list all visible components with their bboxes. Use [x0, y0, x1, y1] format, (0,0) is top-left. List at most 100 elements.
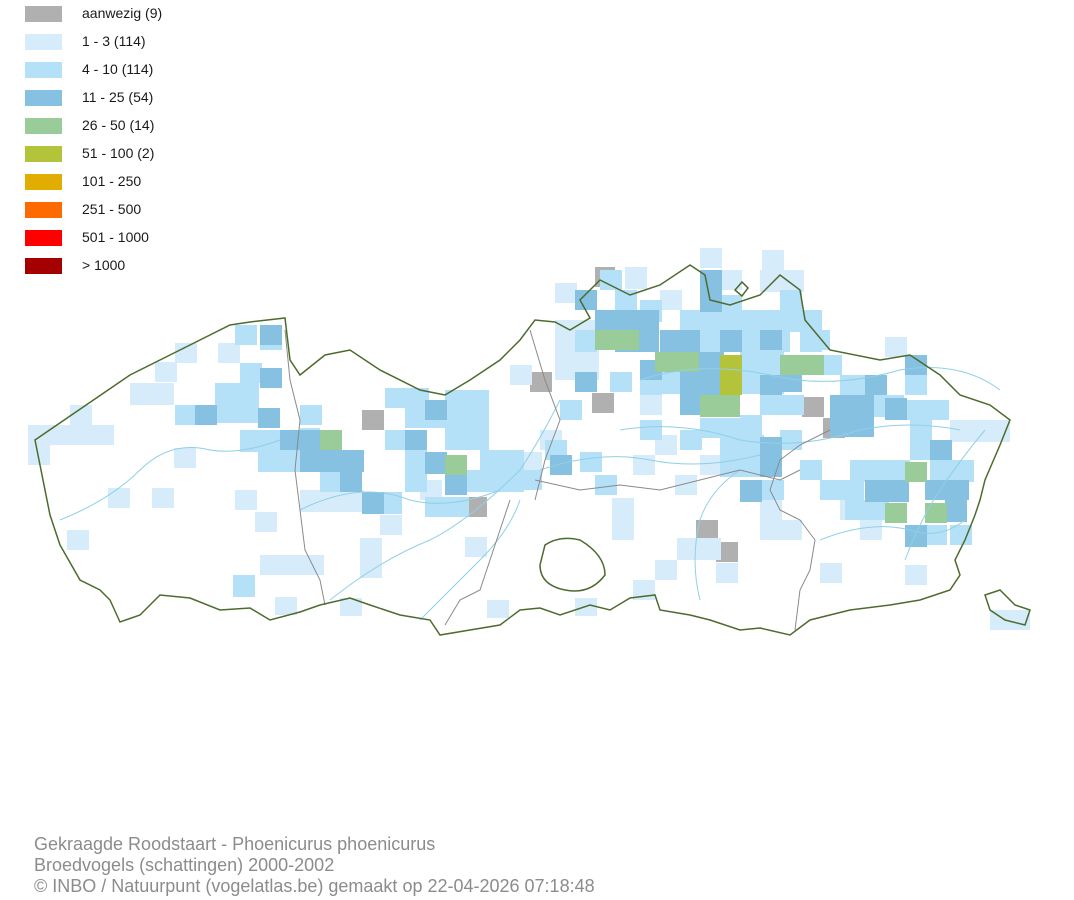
grid-cell	[640, 420, 662, 440]
grid-cell	[510, 365, 532, 385]
grid-cell	[865, 480, 909, 502]
river-dijle	[694, 469, 741, 601]
river-maas	[904, 429, 986, 561]
grid-cell	[530, 372, 552, 392]
grid-cell	[655, 352, 699, 372]
grid-cell	[760, 375, 782, 395]
grid-cell	[780, 290, 802, 332]
legend-swatch	[25, 34, 62, 50]
grid-cell	[600, 270, 622, 290]
grid-cell	[235, 325, 257, 345]
grid-cell	[275, 597, 297, 615]
grid-cell	[152, 488, 174, 508]
legend-label: 4 - 10 (114)	[82, 61, 154, 77]
grid-cell	[696, 520, 718, 540]
grid-cell	[445, 455, 467, 475]
flanders-outline	[34, 264, 1011, 636]
grid-cell	[850, 460, 910, 482]
grid-cell	[592, 393, 614, 413]
grid-cell	[885, 503, 907, 523]
grid-cell	[716, 563, 738, 583]
grid-cell	[660, 290, 682, 310]
grid-cell	[860, 520, 882, 540]
grid-cell	[70, 425, 114, 445]
river-rupel	[539, 454, 761, 471]
grid-cell	[425, 452, 447, 474]
grid-cell	[905, 525, 927, 547]
grid-cell	[70, 405, 92, 425]
grid-cell	[780, 520, 802, 540]
grid-cell	[925, 503, 947, 523]
grid-cell	[174, 448, 196, 468]
grid-cell	[760, 437, 782, 477]
grid-cell	[260, 325, 282, 345]
border-vlb-lim	[794, 539, 816, 631]
legend-label: 251 - 500	[82, 201, 142, 217]
grid-cell	[716, 542, 738, 562]
grid-cell	[700, 270, 722, 312]
grid-cell	[905, 565, 927, 585]
grid-cell	[300, 490, 364, 512]
grid-cell	[280, 430, 324, 450]
grid-cell	[910, 420, 932, 460]
river-nete	[639, 367, 1001, 391]
river-yzer	[59, 439, 281, 521]
grid-cell	[680, 430, 702, 450]
grid-cell	[762, 250, 784, 270]
grid-cell	[385, 388, 429, 408]
grid-cell	[258, 408, 280, 428]
grid-cell	[700, 248, 722, 268]
legend-swatch	[25, 6, 62, 22]
grid-cell	[612, 498, 634, 540]
grid-cell	[235, 490, 257, 510]
grid-cell	[175, 343, 197, 363]
grid-cell	[340, 598, 362, 616]
grid-cell	[575, 372, 597, 392]
grid-cell	[677, 538, 721, 560]
province-borders	[284, 329, 831, 631]
grid-cell	[885, 337, 907, 357]
border-ovl-vlb	[444, 499, 511, 626]
grid-cell	[950, 525, 972, 545]
legend-label: 51 - 100 (2)	[82, 145, 155, 161]
grid-cell	[595, 330, 639, 350]
grid-cell	[760, 498, 782, 540]
grid-cell	[950, 420, 1010, 442]
credit-title: Gekraagde Roodstaart - Phoenicurus phoen…	[34, 834, 436, 854]
grid-cell	[67, 530, 89, 550]
grid-cell	[925, 480, 969, 500]
grid-cell	[360, 538, 382, 578]
grid-cell	[320, 430, 342, 450]
river-schelde	[329, 399, 561, 601]
grid-cell	[680, 395, 702, 415]
legend-swatch	[25, 258, 62, 274]
grid-cell	[520, 470, 542, 490]
grid-cell	[130, 383, 174, 405]
grid-cell	[625, 267, 647, 289]
credits: Gekraagde Roodstaart - Phoenicurus phoen…	[34, 834, 595, 897]
grid-cell	[425, 400, 447, 420]
grid-cell	[218, 343, 240, 363]
grid-cell	[255, 512, 277, 532]
grid-cell	[800, 460, 822, 480]
legend-swatch	[25, 174, 62, 190]
grid-cell	[555, 283, 577, 303]
grid-cell	[320, 470, 342, 492]
grid-cell	[385, 430, 407, 450]
legend-swatch	[25, 90, 62, 106]
grid-cell	[260, 368, 282, 388]
grid-cell	[905, 355, 927, 375]
grid-cell	[720, 270, 742, 290]
grid-cell	[425, 497, 469, 517]
grid-cell	[820, 563, 842, 583]
grid-cell	[595, 310, 617, 330]
border-ant-vlb	[534, 469, 801, 491]
enclave-brussels	[539, 537, 606, 592]
grid-cell	[720, 330, 742, 352]
legend-swatch	[25, 230, 62, 246]
grid-cell	[48, 425, 70, 445]
border-wvl-ovl	[284, 329, 326, 606]
border-ant-lim	[769, 429, 831, 541]
grid-cell	[905, 462, 927, 482]
